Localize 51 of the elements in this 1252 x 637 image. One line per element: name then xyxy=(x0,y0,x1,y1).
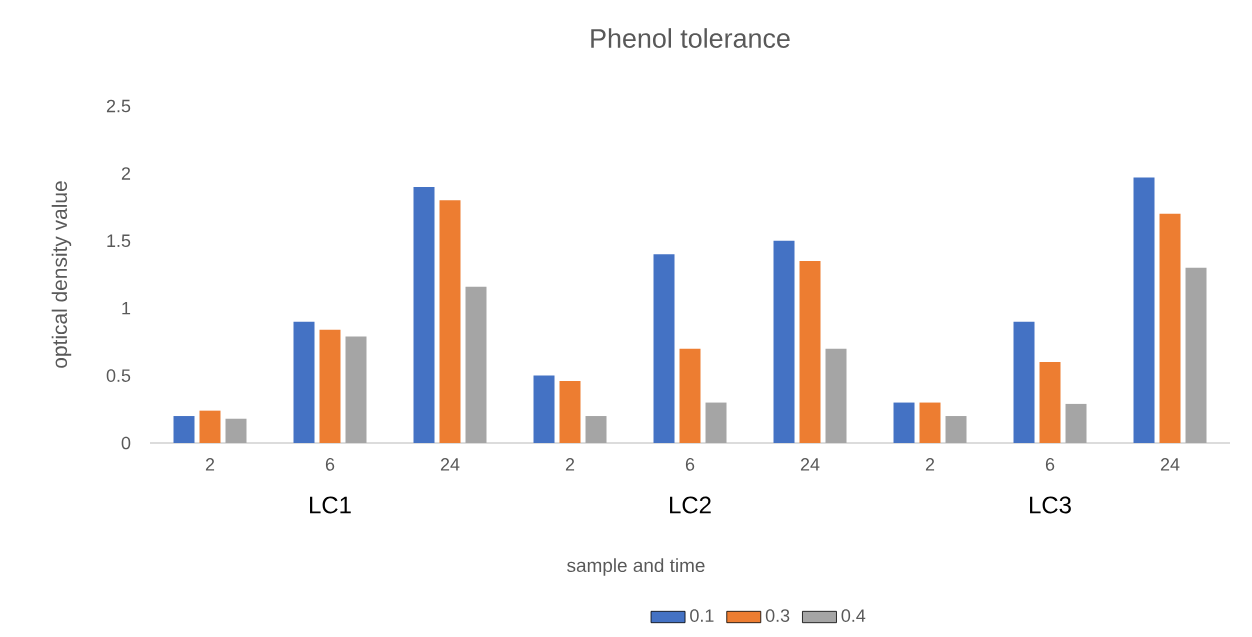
chart-title: Phenol tolerance xyxy=(591,28,790,48)
y-tick-label: 1.5 xyxy=(107,234,131,248)
bar xyxy=(225,418,247,443)
bar xyxy=(705,402,727,443)
x-axis-title: sample and time xyxy=(567,558,705,576)
bar xyxy=(585,416,607,443)
bar xyxy=(893,402,915,443)
text: LC3 xyxy=(1030,496,1071,514)
x-tick-label: 24 xyxy=(440,458,460,471)
bar xyxy=(173,416,195,443)
bar xyxy=(319,329,341,443)
bar xyxy=(1013,321,1035,443)
bar xyxy=(653,254,675,443)
legend-label: 0.3 xyxy=(765,609,790,622)
y-tick-label: 1 xyxy=(122,302,131,315)
bar xyxy=(439,200,461,443)
bar xyxy=(799,261,821,443)
x-tick-label: 6 xyxy=(685,458,695,471)
bar xyxy=(1039,362,1061,443)
bar xyxy=(413,186,435,443)
x-tick-label: 2 xyxy=(565,458,575,471)
bar xyxy=(199,410,221,443)
x-tick-label: 24 xyxy=(1160,458,1180,471)
bar xyxy=(345,336,367,443)
x-tick-label: 2 xyxy=(925,458,935,471)
bar xyxy=(293,321,315,443)
bar xyxy=(919,402,941,443)
bar xyxy=(1133,177,1155,443)
bar xyxy=(465,286,487,443)
legend-label: 0.4 xyxy=(841,609,866,622)
text: LC1 xyxy=(310,496,351,514)
x-tick-label: 24 xyxy=(800,458,820,471)
y-axis-title: optical density value xyxy=(51,181,72,368)
x-tick-label: 6 xyxy=(1045,458,1055,471)
legend-label: 0.1 xyxy=(690,609,714,622)
bar xyxy=(773,240,795,443)
x-tick-label: 2 xyxy=(205,458,215,471)
bar xyxy=(1159,213,1181,443)
bar xyxy=(533,375,555,443)
y-tick-label: 0.5 xyxy=(106,369,131,382)
y-tick-label: 2.5 xyxy=(106,99,131,113)
bar xyxy=(1185,267,1207,443)
bar xyxy=(1065,403,1087,443)
x-tick-label: 6 xyxy=(325,458,335,471)
bar xyxy=(945,416,967,443)
bar xyxy=(825,348,847,443)
bar xyxy=(559,380,581,443)
text: LC2 xyxy=(670,496,711,514)
y-tick-label: 2 xyxy=(121,167,131,180)
bar xyxy=(679,348,701,443)
y-tick-label: 0 xyxy=(121,436,131,450)
